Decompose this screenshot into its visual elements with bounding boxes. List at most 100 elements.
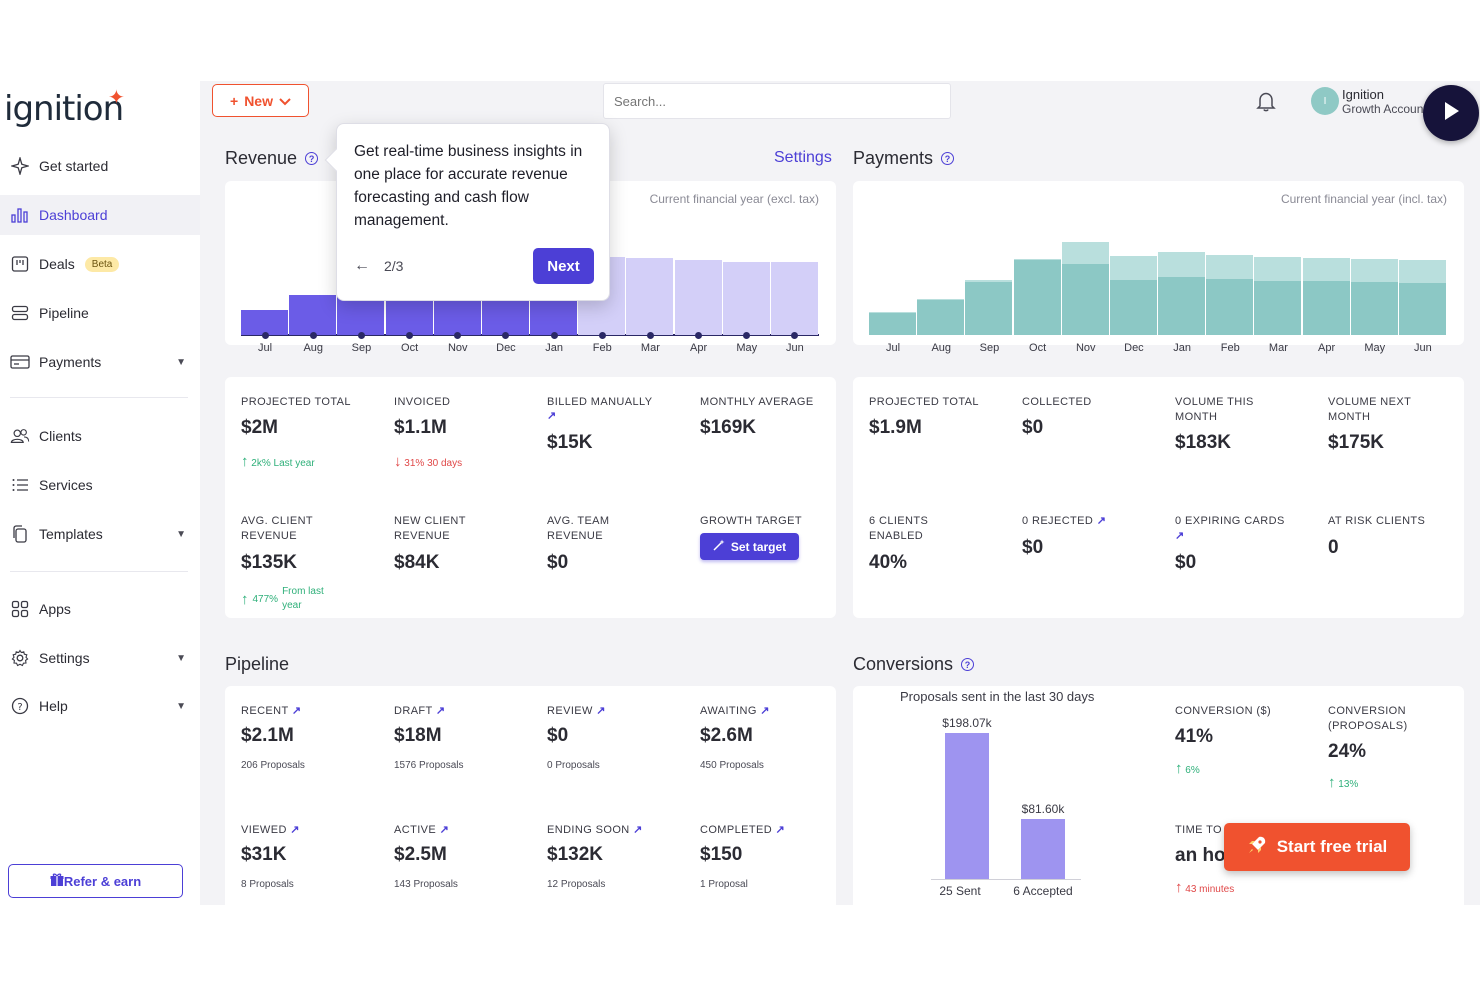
top-bar: + New I Ignition Growth Account (200, 81, 1480, 141)
avatar[interactable]: I (1311, 87, 1339, 115)
external-link-icon[interactable]: ↗ (760, 705, 770, 717)
chart-bar[interactable] (1398, 283, 1446, 335)
pipeline-label[interactable]: AWAITING ↗ (700, 705, 770, 717)
help-icon[interactable]: ? (961, 658, 975, 671)
sidebar-item-dashboard[interactable]: Dashboard (0, 195, 200, 235)
pipeline-count: 1 Proposal (700, 879, 748, 890)
chevron-down-icon[interactable]: ▼ (176, 528, 186, 540)
play-video-button[interactable] (1423, 85, 1479, 141)
chevron-down-icon[interactable]: ▼ (176, 356, 186, 368)
sidebar-item-label: Settings (39, 650, 90, 666)
sidebar-item-help[interactable]: ? Help ▼ (0, 686, 200, 726)
chevron-down-icon[interactable]: ▼ (176, 652, 186, 664)
sidebar-item-pipeline[interactable]: Pipeline (0, 293, 200, 333)
rocket-icon (1247, 835, 1267, 860)
sidebar-item-apps[interactable]: Apps (0, 589, 200, 629)
sidebar-item-get-started[interactable]: Get started (0, 146, 200, 186)
chart-bar[interactable] (1206, 279, 1254, 335)
trend-text: 30 days (427, 458, 463, 469)
chart-bar[interactable] (241, 310, 289, 335)
new-button[interactable]: + New (212, 84, 309, 117)
external-link-icon[interactable]: ↗ (290, 824, 300, 836)
chart-bar[interactable] (1302, 281, 1350, 335)
start-free-trial-button[interactable]: Start free trial (1224, 823, 1410, 871)
chart-bar[interactable] (1350, 282, 1398, 335)
external-link-icon[interactable]: ↗ (1175, 530, 1185, 542)
kpi-label: AVG. CLIENT REVENUE (241, 515, 313, 542)
external-link-icon[interactable]: ↗ (439, 824, 450, 836)
sidebar-item-label: Payments (39, 354, 102, 370)
pipeline-label[interactable]: ENDING SOON ↗ (547, 824, 643, 836)
payments-chart-card: Current financial year (incl. tax) Jul Au… (853, 181, 1464, 354)
external-link-icon[interactable]: ↗ (1096, 515, 1107, 527)
bell-icon[interactable] (1255, 90, 1277, 117)
pipeline-label[interactable]: COMPLETED ↗ (700, 824, 786, 836)
conversions-title-text: Conversions (853, 654, 954, 674)
external-link-icon[interactable]: ↗ (775, 824, 786, 836)
sidebar-item-templates[interactable]: Templates ▼ (0, 514, 200, 554)
search-input[interactable] (603, 83, 951, 119)
user-name[interactable]: Ignition (1342, 87, 1384, 102)
chart-bar[interactable] (1254, 281, 1302, 335)
chart-bar[interactable] (1109, 280, 1157, 335)
tooltip-next-button[interactable]: Next (533, 248, 594, 284)
revenue-kpi-card: PROJECTED TOTAL $2M ↑ 2k% Last year INVO… (225, 377, 836, 618)
chart-bar[interactable] (1061, 264, 1109, 335)
conversion-bar[interactable] (945, 733, 989, 879)
set-target-label: Set target (730, 539, 787, 554)
external-link-icon[interactable]: ↗ (547, 410, 557, 422)
trend-text: From last year (282, 586, 324, 611)
chart-bar[interactable] (289, 295, 337, 335)
refer-earn-button[interactable]: Refer & earn (8, 864, 183, 898)
sidebar-item-payments[interactable]: Payments ▼ (0, 342, 200, 382)
revenue-title: Revenue ? (225, 148, 319, 169)
kpi-label: 6 CLIENTS ENABLED (869, 515, 929, 542)
chart-bar-forecast[interactable] (674, 260, 722, 335)
chart-bar-forecast[interactable] (626, 258, 674, 335)
chart-bar[interactable] (917, 300, 965, 335)
brand-logo[interactable]: ignition (4, 89, 124, 129)
sidebar-item-label: Templates (39, 526, 103, 542)
kpi-label: 0 REJECTED ↗ (1022, 514, 1106, 529)
deals-icon (10, 254, 30, 274)
payments-title: Payments ? (853, 148, 955, 169)
chart-bar[interactable] (1013, 260, 1061, 335)
help-icon[interactable]: ? (941, 152, 955, 165)
chevron-down-icon[interactable]: ▼ (176, 700, 186, 712)
kpi-label: VOLUME NEXT MONTH (1328, 396, 1412, 423)
kpi-value: $0 (1022, 537, 1044, 558)
sidebar-item-deals[interactable]: Deals Beta (0, 244, 200, 284)
external-link-icon[interactable]: ↗ (596, 705, 606, 717)
chart-bar-forecast[interactable] (770, 262, 818, 335)
x-tick-label: Nov (1075, 342, 1096, 354)
chart-bar-forecast[interactable] (722, 262, 770, 335)
sidebar-item-services[interactable]: Services (0, 465, 200, 505)
back-arrow-icon[interactable]: ← (354, 257, 370, 274)
pipeline-label[interactable]: VIEWED ↗ (241, 824, 300, 836)
x-tick-label: Nov (447, 342, 468, 354)
pipeline-value: $150 (700, 844, 743, 865)
revenue-settings-link[interactable]: Settings (774, 149, 832, 166)
chart-bar[interactable] (1158, 277, 1206, 335)
external-link-icon[interactable]: ↗ (633, 824, 643, 836)
pipeline-value: $18M (394, 725, 442, 746)
external-link-icon[interactable]: ↗ (435, 705, 446, 717)
arrow-up-icon: ↑ (1175, 879, 1183, 896)
conversion-bar[interactable] (1021, 818, 1065, 879)
pipeline-label[interactable]: DRAFT ↗ (394, 705, 446, 717)
pipeline-count: 206 Proposals (241, 760, 305, 771)
sidebar-item-settings[interactable]: Settings ▼ (0, 638, 200, 678)
chart-bar[interactable] (869, 313, 917, 335)
sidebar-item-clients[interactable]: Clients (0, 416, 200, 456)
pipeline-title: Pipeline (225, 654, 289, 675)
help-icon[interactable]: ? (305, 152, 319, 165)
kpi-label: COLLECTED (1022, 396, 1092, 408)
x-tick-label: Jan (1173, 342, 1191, 354)
set-target-button[interactable]: Set target (700, 533, 799, 560)
pipeline-label[interactable]: REVIEW ↗ (547, 705, 606, 717)
pipeline-label[interactable]: RECENT ↗ (241, 705, 302, 717)
external-link-icon[interactable]: ↗ (291, 705, 302, 717)
chart-bar[interactable] (965, 282, 1013, 335)
pipeline-label[interactable]: ACTIVE ↗ (394, 824, 450, 836)
payments-chart-note: Current financial year (incl. tax) (1280, 192, 1447, 206)
